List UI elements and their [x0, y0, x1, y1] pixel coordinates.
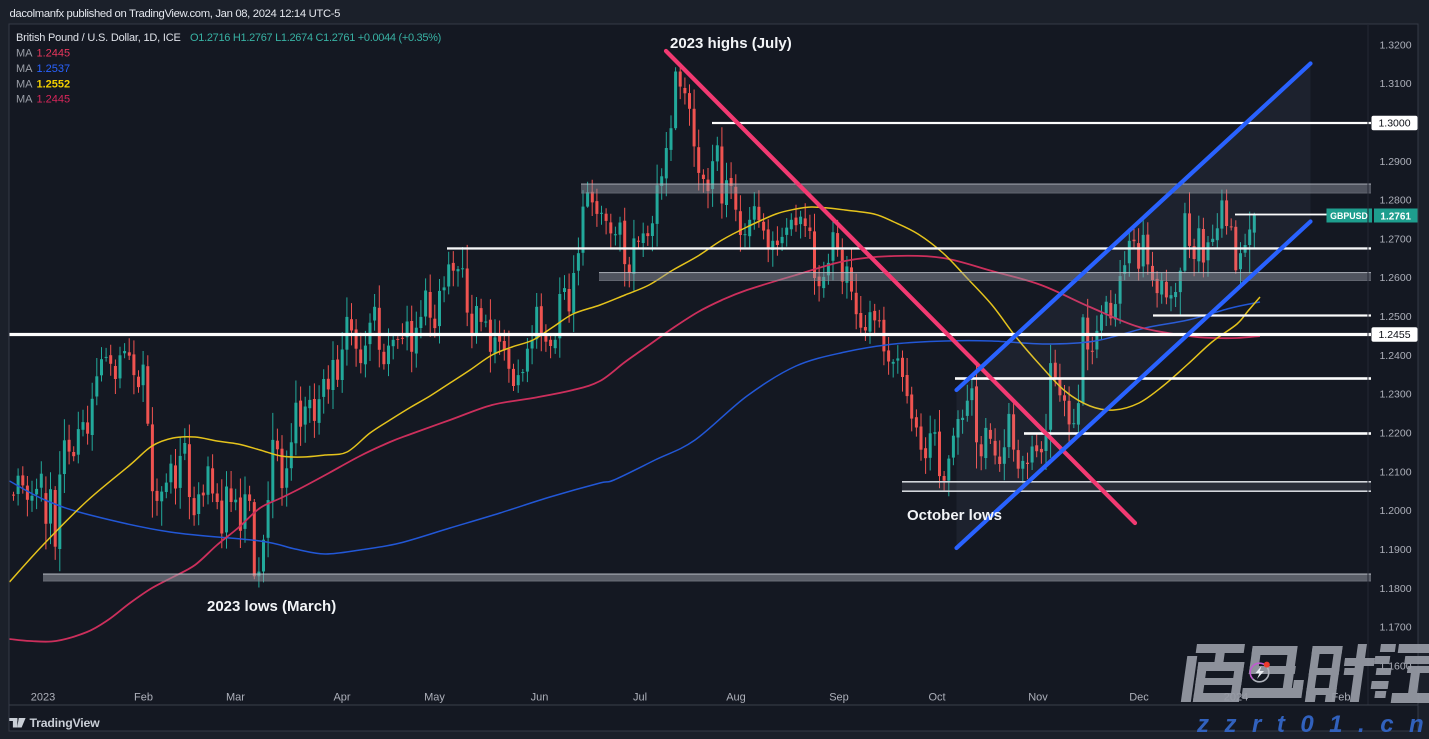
svg-text:Mar: Mar	[226, 692, 245, 704]
svg-text:MA: MA	[16, 48, 33, 60]
svg-text:1.2445: 1.2445	[37, 93, 71, 105]
svg-text:Feb: Feb	[134, 692, 153, 704]
svg-text:1.2300: 1.2300	[1379, 389, 1411, 401]
svg-text:dacolmanfx published on Tradin: dacolmanfx published on TradingView.com,…	[10, 8, 341, 20]
svg-text:Nov: Nov	[1028, 692, 1048, 704]
svg-text:1.2700: 1.2700	[1379, 233, 1411, 245]
svg-text:Apr: Apr	[333, 692, 350, 704]
svg-text:1.2445: 1.2445	[37, 48, 71, 60]
svg-text:TradingView: TradingView	[30, 716, 101, 730]
svg-text:Sep: Sep	[829, 692, 849, 704]
svg-text:1.1900: 1.1900	[1379, 544, 1411, 556]
svg-text:1.2537: 1.2537	[37, 63, 71, 75]
svg-text:MA: MA	[16, 63, 33, 75]
svg-text:2023: 2023	[31, 692, 55, 704]
svg-text:MA: MA	[16, 93, 33, 105]
svg-text:Oct: Oct	[928, 692, 945, 704]
svg-text:Aug: Aug	[726, 692, 746, 704]
svg-text:1.2900: 1.2900	[1379, 156, 1411, 168]
svg-text:1.3000: 1.3000	[1378, 118, 1410, 130]
svg-text:Feb: Feb	[1332, 692, 1351, 704]
svg-text:1.2600: 1.2600	[1379, 272, 1411, 284]
svg-text:1.3200: 1.3200	[1379, 39, 1411, 51]
svg-text:O1.2716 H1.2767 L1.2674 C1.: O1.2716 H1.2767 L1.2674 C1.2761 +0.0044 …	[190, 32, 441, 44]
svg-text:Dec: Dec	[1129, 692, 1149, 704]
svg-text:1.1800: 1.1800	[1379, 583, 1411, 595]
svg-text:1.2100: 1.2100	[1379, 466, 1411, 478]
svg-text:2023 highs (July): 2023 highs (July)	[670, 35, 792, 52]
svg-text:MA: MA	[16, 78, 33, 90]
svg-text:1.2761: 1.2761	[1380, 211, 1411, 222]
svg-text:zzrt01.cn: zzrt01.cn	[1196, 711, 1429, 738]
svg-text:2023 lows (March): 2023 lows (March)	[207, 598, 336, 615]
svg-text:1.2500: 1.2500	[1379, 311, 1411, 323]
svg-text:British Pound / U.S. Dollar, 1: British Pound / U.S. Dollar, 1D, ICE	[16, 32, 181, 44]
svg-text:1.1700: 1.1700	[1379, 622, 1411, 634]
svg-text:1.2200: 1.2200	[1379, 428, 1411, 440]
svg-text:Jun: Jun	[531, 692, 549, 704]
svg-text:1.2800: 1.2800	[1379, 195, 1411, 207]
svg-text:Jul: Jul	[633, 692, 647, 704]
svg-text:1.3100: 1.3100	[1379, 78, 1411, 90]
svg-text:1.2000: 1.2000	[1379, 505, 1411, 517]
svg-text:1.2400: 1.2400	[1379, 350, 1411, 362]
svg-text:1.2455: 1.2455	[1378, 329, 1410, 341]
svg-text:GBPUSD: GBPUSD	[1330, 211, 1368, 221]
svg-text:October lows: October lows	[907, 507, 1002, 524]
svg-text:May: May	[424, 692, 445, 704]
svg-text:1.2552: 1.2552	[37, 78, 71, 90]
